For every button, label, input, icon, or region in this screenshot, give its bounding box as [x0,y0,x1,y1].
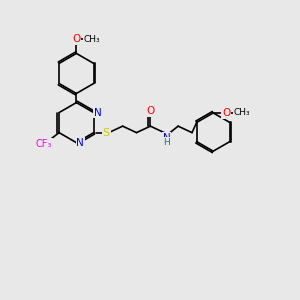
Text: CH₃: CH₃ [83,35,100,44]
Text: N: N [76,138,84,148]
Text: H: H [163,138,170,147]
Text: CH₃: CH₃ [234,108,250,117]
Text: N: N [94,108,101,118]
Text: O: O [146,106,154,116]
Text: CF₃: CF₃ [36,139,52,149]
Text: N: N [163,133,170,143]
Text: O: O [72,34,80,44]
Text: O: O [222,108,231,118]
Text: S: S [103,128,110,138]
